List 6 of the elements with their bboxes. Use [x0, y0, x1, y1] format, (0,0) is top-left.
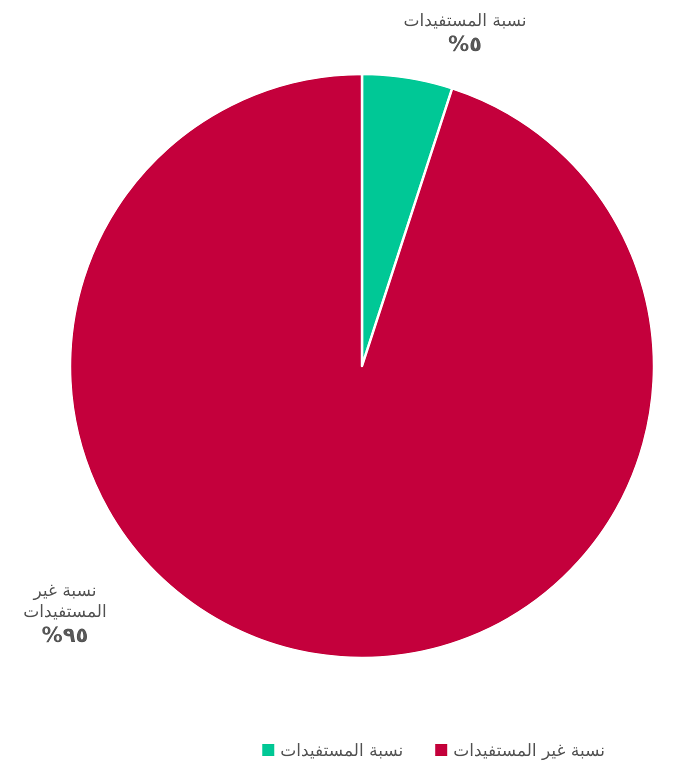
slice-label: نسبة غير المستفيدات — [23, 581, 107, 622]
data-label: %٩٥ — [42, 623, 88, 647]
data-label: %٥ — [448, 32, 482, 56]
legend-label: نسبة المستفيدات — [280, 741, 404, 761]
legend-label: نسبة غير المستفيدات — [453, 741, 605, 761]
slice-label: نسبة المستفيدات — [404, 11, 526, 31]
